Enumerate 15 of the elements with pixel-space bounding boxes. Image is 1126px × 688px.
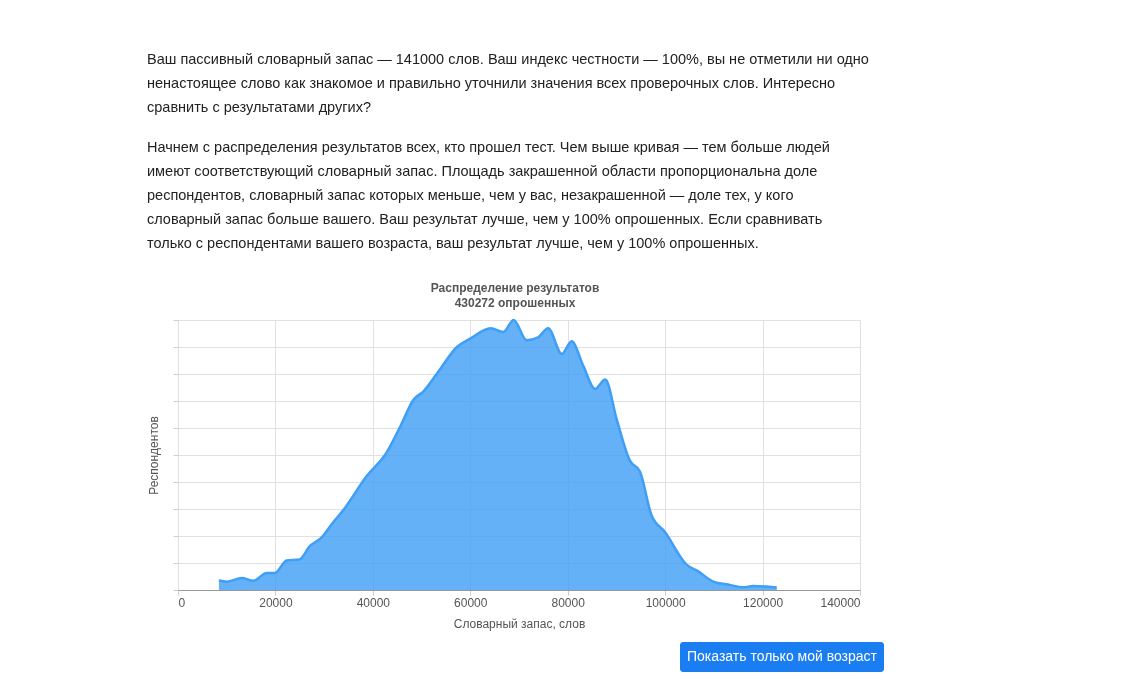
text: Показать только мой возраст [687,648,878,664]
chart-title: Распределение результатов [430,281,600,295]
x-axis-title: Словарный запас, слов [453,616,586,631]
text: Начнем с распределения результатов всех, кто прошел тест. Чем выше кривая — тем больше людей имеют соответствующий словарный запас. Площадь закрашенной области пропорциональна доле респондентов, словарный запас которых меньше, чем у вас, незакрашенной — доле тех, у кого словарный запас больше вашего. Ваш результат лучше, чем у 100% опрошенных. Если сравнивать только с респондентами вашего возраста, ваш результат лучше, чем у 100% опрошенных. [147,139,830,251]
x-tick-label: 20000 [259,595,293,610]
x-tick-label: 100000 [645,595,686,610]
chart-subtitle: 430272 опрошенных [454,296,576,310]
x-tick-label: 120000 [743,595,784,610]
y-axis-title: Респондентов [147,416,161,495]
x-tick-label: 0 [178,595,186,610]
x-tick-label: 40000 [356,595,391,610]
text: Ваш пассивный словарный запас — 141000 слов. Ваш индекс честности — 100%, вы не отметили ни одно ненастоящее слово как знакомое и правильно уточнили значения всех проверочных слов. Интересно сравнить с результатами других? [147,51,869,115]
x-tick-label: 140000 [820,595,861,610]
x-tick-label: 60000 [454,595,488,610]
x-tick-label: 80000 [551,595,586,610]
